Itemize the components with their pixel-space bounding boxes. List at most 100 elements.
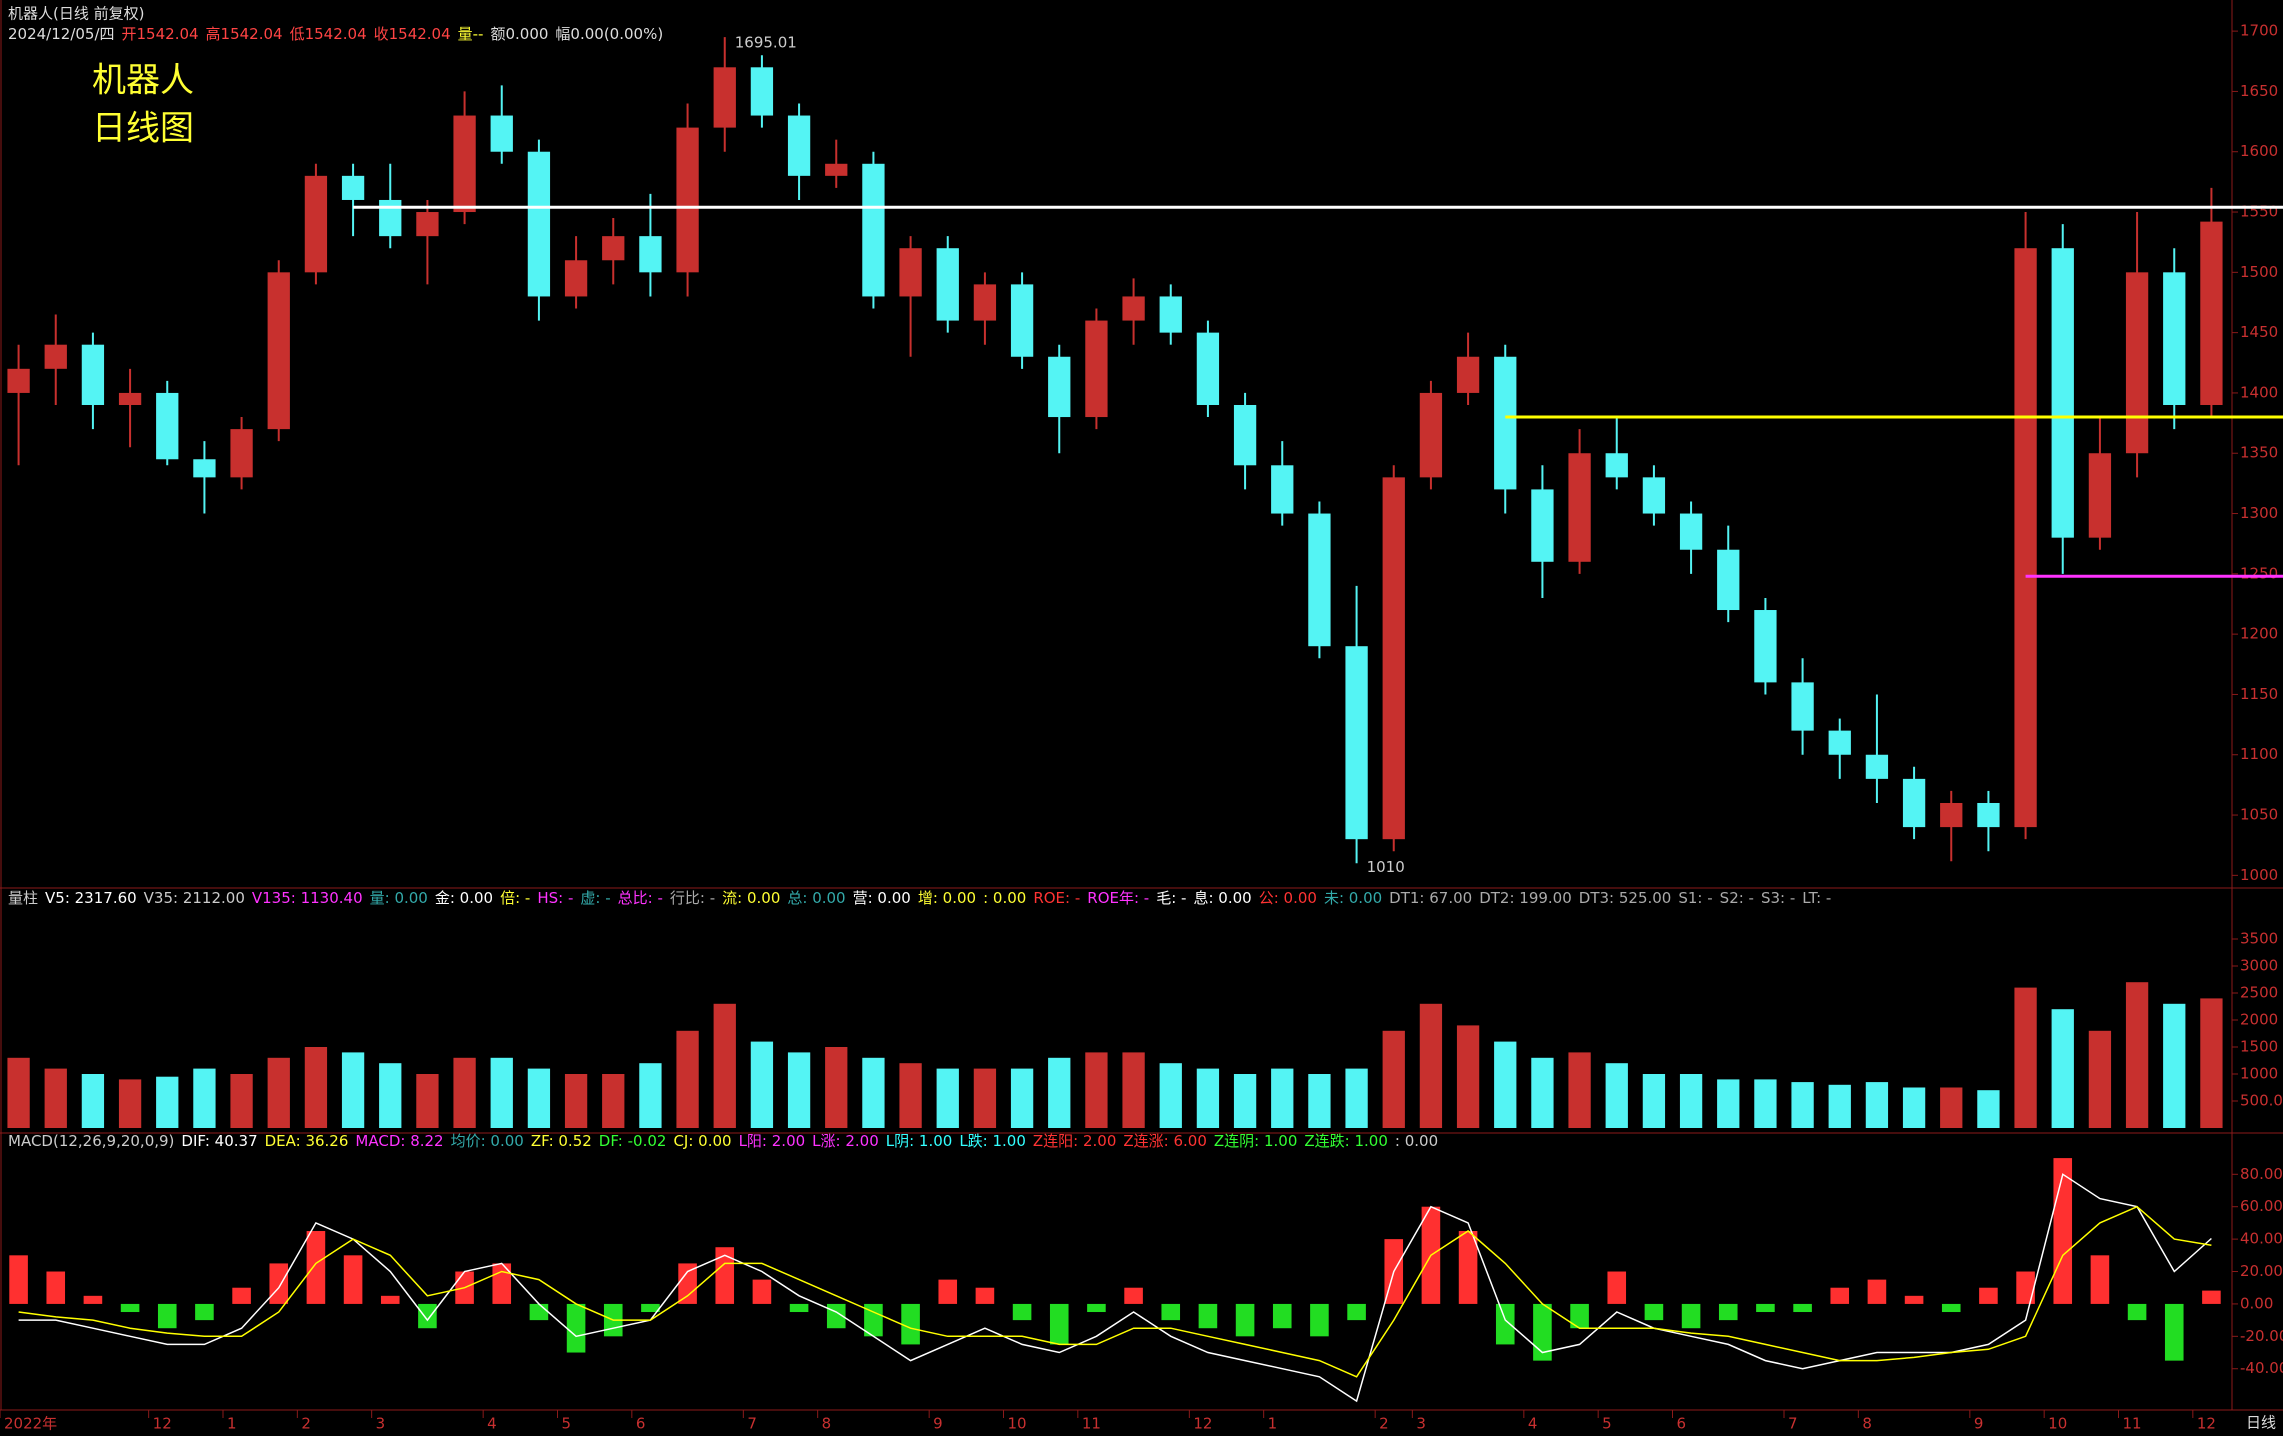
volume-bar — [1977, 1090, 2000, 1128]
macd-bar — [1012, 1303, 1032, 1321]
panel-header: 量柱 V5: 2317.60 V35: 2112.00 V135: 1130.40 量:… — [8, 889, 1831, 907]
macd-bar — [1198, 1303, 1218, 1329]
x-tick-label: 8 — [1862, 1415, 1872, 1433]
dea-line — [18, 1205, 2212, 1378]
y-tick-label: 500.00 — [2240, 1092, 2283, 1110]
candle-body — [1122, 296, 1145, 321]
x-tick-label: 3 — [1416, 1415, 1426, 1433]
header-item: DT2: 199.00 — [1479, 889, 1572, 907]
macd-bar — [1904, 1295, 1924, 1304]
macd-bar — [1644, 1303, 1664, 1321]
y-tick-label: 1100 — [2240, 745, 2278, 763]
header-item: 息: 0.00 — [1193, 889, 1251, 907]
header-item: 公: 0.00 — [1259, 889, 1317, 907]
macd-bar — [715, 1247, 735, 1304]
macd-bar — [1867, 1279, 1887, 1304]
candle-body — [2163, 272, 2186, 405]
candle-body — [1791, 682, 1814, 731]
header-item: ROE: - — [1033, 889, 1080, 907]
macd-bar — [864, 1303, 883, 1337]
candle-body — [1754, 610, 1777, 683]
volume-bar — [2014, 987, 2037, 1128]
candle-body — [1494, 356, 1517, 490]
header-item: 量-- — [458, 25, 484, 43]
macd-bar — [343, 1255, 363, 1304]
x-tick-label: 10 — [2048, 1415, 2067, 1433]
macd-bar — [9, 1255, 28, 1304]
header-item: ROE年: - — [1087, 889, 1149, 907]
min-label: 1010 — [1367, 858, 1405, 876]
header-item: MACD(12,26,9,20,0,9) — [8, 1132, 174, 1150]
candle-body — [1717, 549, 1740, 611]
volume-bar — [1865, 1082, 1889, 1128]
header-item: 总比: - — [618, 889, 663, 907]
candle-body — [341, 175, 365, 200]
volume-bar — [899, 1063, 922, 1128]
candle-body — [787, 115, 811, 176]
candle-body — [639, 236, 662, 273]
macd-bar — [2090, 1255, 2110, 1304]
header-item: DIF: 40.37 — [181, 1132, 257, 1150]
macd-bar — [1941, 1303, 1961, 1313]
volume-bar — [750, 1041, 774, 1128]
volume-bar — [1196, 1068, 1220, 1128]
x-tick-label: 2 — [301, 1415, 311, 1433]
header-item: : 0.00 — [1395, 1132, 1438, 1150]
candle-body — [2200, 221, 2223, 405]
macd-bar — [2164, 1303, 2184, 1361]
header-item: V135: 1130.40 — [252, 889, 363, 907]
header-item: DEA: 36.26 — [265, 1132, 349, 1150]
x-tick-label: 8 — [822, 1415, 832, 1433]
macd-bar — [1570, 1303, 1589, 1329]
panel-header: 2024/12/05/四 开1542.04 高1542.04 低1542.04 收154… — [8, 25, 663, 43]
volume-bar — [1085, 1052, 1108, 1128]
candle-body — [1419, 392, 1443, 478]
candle-body — [1940, 802, 1963, 828]
header-item: 收1542.04 — [374, 25, 451, 43]
y-tick-label: 80.00 — [2240, 1165, 2283, 1183]
volume-bar — [1308, 1074, 1331, 1128]
y-tick-label: 1700 — [2240, 22, 2278, 40]
x-tick-label: 6 — [636, 1415, 646, 1433]
macd-bar — [46, 1271, 66, 1304]
candle-body — [2014, 248, 2037, 828]
volume-bar — [1605, 1063, 1628, 1128]
volume-bar — [7, 1057, 30, 1128]
candle-body — [416, 212, 439, 237]
macd-bar — [1272, 1303, 1292, 1329]
header-item: MACD: 8.22 — [355, 1132, 443, 1150]
macd-bar — [1087, 1303, 1106, 1313]
macd-bar — [306, 1231, 326, 1304]
x-tick-label: 6 — [1677, 1415, 1687, 1433]
macd-bar — [2127, 1303, 2147, 1321]
header-item: Z连涨: 6.00 — [1123, 1132, 1207, 1150]
header-item: 流: 0.00 — [722, 889, 780, 907]
candle-body — [1010, 284, 1034, 357]
volume-bar — [1382, 1030, 1405, 1128]
y-tick-label: 1200 — [2240, 625, 2278, 643]
candle-body — [1308, 513, 1331, 647]
header-item: ZF: 0.52 — [531, 1132, 592, 1150]
candle-body — [304, 175, 328, 273]
candle-body — [1345, 646, 1368, 840]
candle-body — [936, 248, 959, 321]
x-tick-label: 4 — [1528, 1415, 1538, 1433]
candle-body — [899, 248, 922, 297]
x-tick-label: 1 — [1268, 1415, 1278, 1433]
macd-bar — [1161, 1303, 1181, 1321]
panel-header: MACD(12,26,9,20,0,9) DIF: 40.37 DEA: 36.26… — [8, 1132, 1438, 1150]
header-item: : 0.00 — [983, 889, 1026, 907]
candle-body — [973, 284, 997, 321]
header-item: HS: - — [537, 889, 573, 907]
volume-bar — [304, 1047, 328, 1128]
y-tick-label: 1550 — [2240, 203, 2278, 221]
x-tick-label: 3 — [376, 1415, 386, 1433]
header-item: S3: - — [1761, 889, 1795, 907]
y-tick-label: 1000 — [2240, 1065, 2278, 1083]
macd-bar — [1235, 1303, 1255, 1337]
volume-bar — [564, 1074, 588, 1128]
volume-bar — [1940, 1087, 1963, 1128]
candle-body — [156, 392, 179, 460]
volume-bar — [1902, 1087, 1926, 1128]
